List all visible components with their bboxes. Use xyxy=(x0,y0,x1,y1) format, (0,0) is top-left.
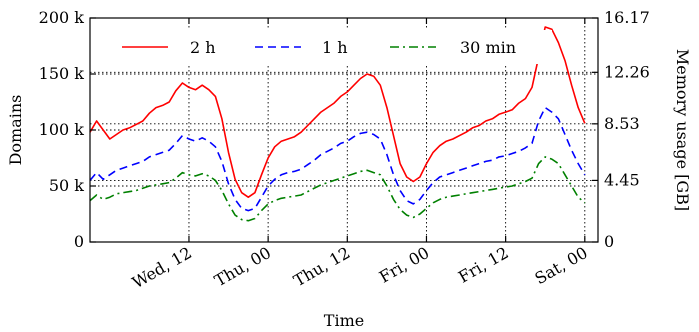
legend-background xyxy=(112,30,552,64)
y-tick-label: 200 k xyxy=(39,8,85,27)
y-tick-label: 50 k xyxy=(49,176,84,195)
x-tick-label: Thu, 00 xyxy=(211,243,274,290)
x-tick-labels: Wed, 12 Thu, 00 Thu, 12 Fri, 00 Fri, 12 Sat, … xyxy=(129,243,591,292)
y2-tick-label: 8.53 xyxy=(604,114,640,133)
y-tick-label: 150 k xyxy=(39,64,85,83)
series-line-1h xyxy=(89,106,586,212)
x-tick-label: Fri, 00 xyxy=(376,243,433,287)
legend-label-2h: 2 h xyxy=(190,38,216,57)
y2-tick-label: 4.45 xyxy=(604,170,640,189)
x-axis-title: Time xyxy=(324,311,364,330)
x-tick-label: Thu, 12 xyxy=(290,243,353,290)
y2-tick-labels: 0 4.45 8.53 12.26 16.17 xyxy=(604,8,650,251)
y-axis-title: Domains xyxy=(6,95,25,166)
x-tick-label: Wed, 12 xyxy=(129,243,195,292)
y-tick-label: 0 xyxy=(74,232,84,251)
y2-tick-label: 0 xyxy=(604,232,614,251)
axis-ticks xyxy=(90,17,598,243)
series-line-30min xyxy=(89,156,586,222)
legend: 2 h 1 h 30 min xyxy=(112,30,552,64)
y2-tick-label: 16.17 xyxy=(604,8,650,27)
x-tick-label: Fri, 12 xyxy=(455,243,512,287)
y2-tick-label: 12.26 xyxy=(604,62,650,81)
y2-axis-title: Memory usage [GB] xyxy=(673,49,692,211)
x-tick-label: Sat, 00 xyxy=(532,243,591,288)
legend-label-30min: 30 min xyxy=(460,38,516,57)
legend-label-1h: 1 h xyxy=(322,38,348,57)
y-tick-label: 100 k xyxy=(39,120,85,139)
y-tick-labels: 0 50 k 100 k 150 k 200 k xyxy=(39,8,85,251)
series-lines xyxy=(89,26,586,222)
series-line-2h xyxy=(89,26,586,198)
